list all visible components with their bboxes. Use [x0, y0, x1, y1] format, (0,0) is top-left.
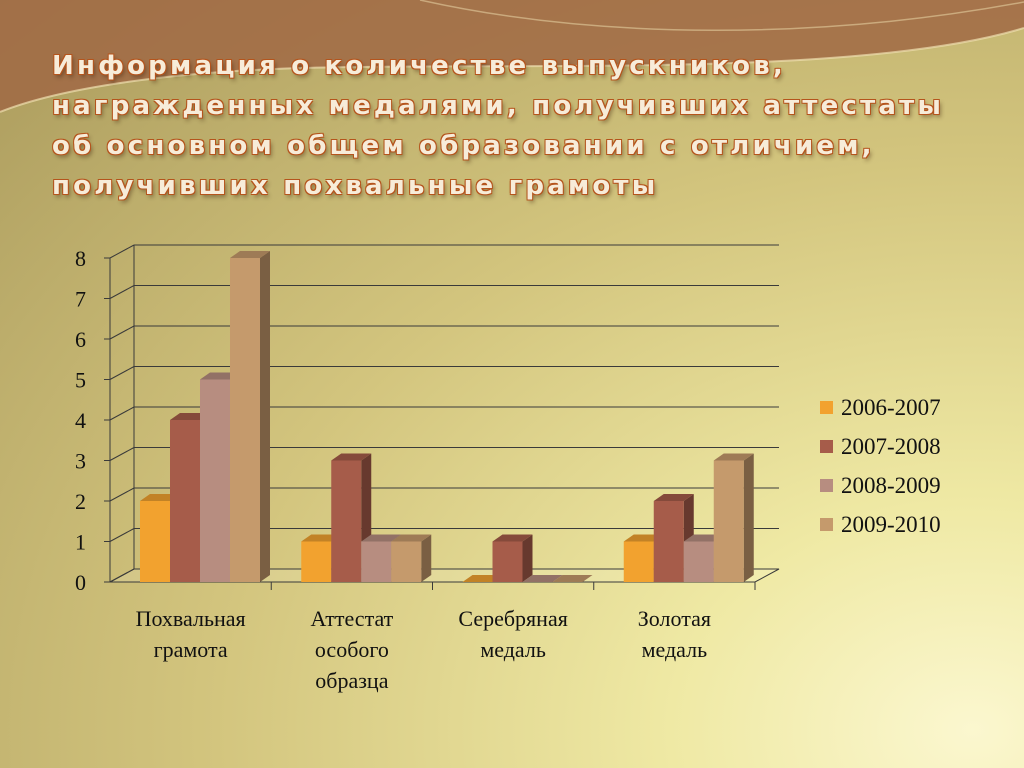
bar — [331, 453, 372, 582]
bar-top — [552, 575, 593, 582]
gridline-side — [109, 325, 135, 340]
bar-side — [743, 453, 754, 582]
bar-front — [653, 501, 684, 582]
y-tick-label: 6 — [75, 327, 86, 352]
bar-top — [492, 534, 533, 542]
bar-front — [492, 541, 523, 582]
bars — [140, 251, 754, 582]
legend-swatch — [820, 401, 833, 414]
x-tick-label-line: медаль — [642, 637, 708, 662]
legend-item: 2006-2007 — [820, 388, 941, 427]
gridline-side — [109, 487, 135, 502]
x-tick-label-line: Похвальная — [136, 606, 246, 631]
bar-front — [200, 379, 230, 582]
x-tick-label-line: особого — [315, 637, 389, 662]
bar-top — [230, 251, 270, 258]
bar-side — [421, 534, 432, 582]
y-tick-label: 7 — [75, 287, 86, 312]
bar-front — [683, 541, 714, 582]
bar-front — [623, 541, 654, 582]
bar — [230, 251, 270, 582]
y-tick-label: 4 — [75, 408, 86, 433]
gridline-side — [109, 528, 135, 542]
y-axis-ticks: 0 1 2 3 4 5 6 7 8 — [75, 246, 110, 595]
bar-top — [331, 453, 372, 461]
bar — [391, 534, 432, 582]
y-tick-label: 2 — [75, 489, 86, 514]
y-tick-label: 1 — [75, 530, 86, 555]
legend-label: 2006-2007 — [841, 394, 941, 420]
bar-front — [140, 501, 170, 582]
gridline-side — [109, 406, 135, 421]
legend-label: 2009-2010 — [841, 511, 941, 537]
bar-top — [361, 534, 402, 542]
gridline-side — [109, 285, 135, 299]
legend-item: 2008-2009 — [820, 466, 941, 505]
gridline-side — [109, 568, 135, 583]
x-tick-label-line: Золотая — [638, 606, 711, 631]
bar — [713, 453, 754, 582]
bar-front — [361, 541, 392, 582]
legend-item: 2007-2008 — [820, 427, 941, 466]
gridline-side — [109, 366, 135, 380]
x-tick-label: Похвальная грамота — [136, 606, 246, 662]
x-tick-label-line: медаль — [480, 637, 546, 662]
bar-side — [260, 251, 270, 582]
slide-title: Информация о количестве выпускников, наг… — [52, 51, 945, 201]
x-tick-label-line: Серебряная — [458, 606, 567, 631]
y-tick-label: 8 — [75, 246, 86, 271]
bar-top — [522, 575, 563, 582]
bar-top — [653, 494, 694, 501]
bar-front — [391, 541, 422, 582]
bar-front — [331, 460, 362, 582]
bar-front — [170, 420, 200, 582]
y-tick-label: 0 — [75, 570, 86, 595]
legend-label: 2007-2008 — [841, 433, 941, 459]
x-tick-label-line: образца — [315, 668, 388, 693]
decorative-swoosh — [0, 0, 1024, 113]
legend-swatch — [820, 518, 833, 531]
legend-label: 2008-2009 — [841, 472, 941, 498]
bar — [552, 575, 593, 582]
gridline-side — [109, 244, 135, 259]
bar-front — [230, 258, 260, 582]
bar-front — [713, 460, 744, 582]
x-tick-label-line: грамота — [154, 637, 228, 662]
gridline-side — [109, 447, 135, 461]
x-tick-label: Золотая медаль — [638, 606, 711, 662]
bar — [492, 534, 533, 582]
bar-top — [713, 453, 754, 461]
legend-item: 2009-2010 — [820, 505, 941, 544]
x-tick-label: Аттестат особого образца — [310, 606, 393, 693]
bar — [522, 575, 563, 582]
bar-top — [391, 534, 432, 542]
legend-swatch — [820, 479, 833, 492]
y-tick-label: 3 — [75, 449, 86, 474]
legend-swatch — [820, 440, 833, 453]
y-tick-label: 5 — [75, 368, 86, 393]
x-tick-label: Серебряная медаль — [458, 606, 567, 662]
x-tick-label-line: Аттестат — [310, 606, 393, 631]
bar-side — [522, 534, 533, 582]
chart-legend: 2006-2007 2007-2008 2008-2009 2009-2010 — [820, 388, 941, 544]
bar-front — [301, 541, 332, 582]
